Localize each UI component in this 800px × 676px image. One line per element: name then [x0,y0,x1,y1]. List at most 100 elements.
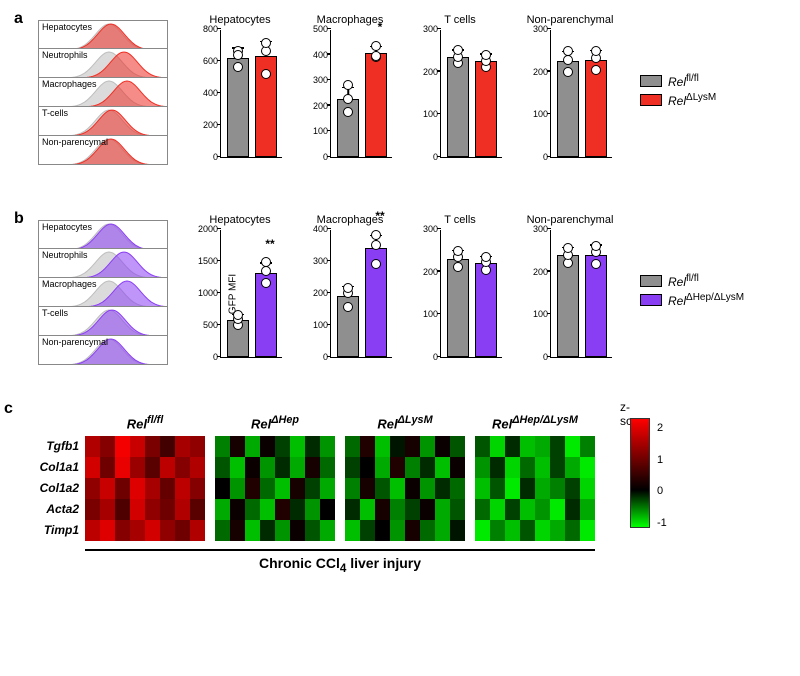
heatmap-cell [580,457,595,478]
gene-label: Tgfb1 [24,436,79,457]
legend-label: RelΔLysM [668,92,716,108]
histogram-cell: Neutrophils [38,49,168,78]
legend-label: RelΔHep/ΔLysM [668,292,744,308]
heatmap-cell [160,436,175,457]
data-point [371,230,381,240]
histogram-cell: Neutrophils [38,249,168,278]
data-point [343,94,353,104]
heatmap-cell [230,457,245,478]
heatmap-cell [245,436,260,457]
heatmap-cell [130,499,145,520]
histogram-label: Macrophages [42,79,97,89]
plot-area: 0100200300400** [330,230,392,358]
plot-area: 0100200300 [440,30,502,158]
heatmap-cell [405,478,420,499]
heatmap-cell [290,520,305,541]
legend-swatch [640,275,662,287]
data-point [233,310,243,320]
bar [227,58,249,157]
heatmap-cell [375,520,390,541]
heatmap-gene-labels: Tgfb1Col1a1Col1a2Acta2Timp1 [24,436,79,541]
zscore-tick: 0 [657,485,663,497]
heatmap-cell [565,478,580,499]
histogram-cell: T-cells [38,107,168,136]
heatmap-cell [320,436,335,457]
heatmap-cell [490,520,505,541]
heatmap-cell [85,478,100,499]
bar-chart: HepatocytesGFP MFI0500100015002000** [190,216,290,371]
heatmap-cell [565,457,580,478]
plot-area: GFP MFI0200400600800 [220,30,282,158]
barcharts-a: HepatocytesGFP MFI0200400600800Macrophag… [190,16,620,171]
heatmap-cell [175,478,190,499]
heatmap-cell [520,436,535,457]
data-point [563,67,573,77]
plot-area: 0100200300 [440,230,502,358]
heatmap-cell [390,499,405,520]
data-point [343,80,353,90]
heatmap-cell [190,436,205,457]
heatmap-cell [290,478,305,499]
heatmap-cell [375,436,390,457]
heatmap-cell [85,436,100,457]
heatmap-cell [260,457,275,478]
heatmap-cell [520,457,535,478]
histogram-label: Non-parencymal [42,137,108,147]
heatmap-block [475,436,595,541]
heatmap-cell [305,520,320,541]
histogram-label: Hepatocytes [42,22,92,32]
heatmap-cell [580,436,595,457]
heatmap-cell [245,478,260,499]
bar-chart: T cells0100200300 [410,216,510,371]
heatmap-cell [230,436,245,457]
heatmap-cell [215,457,230,478]
heatmap-cell [160,520,175,541]
heatmap-cell [535,436,550,457]
data-point [453,246,463,256]
heatmap-cell [375,478,390,499]
heatmap-cell [175,436,190,457]
heatmap-cell [190,520,205,541]
heatmap-cell [550,499,565,520]
heatmap-cell [100,457,115,478]
data-point [563,258,573,268]
heatmap-cell [345,520,360,541]
data-point [563,243,573,253]
heatmap-cell [275,478,290,499]
bar-chart: T cells0100200300 [410,16,510,171]
heatmap-cell [320,499,335,520]
heatmap-cell [490,436,505,457]
histogram-label: Non-parencymal [42,337,108,347]
data-point [563,55,573,65]
heatmap-cell [100,499,115,520]
legend-label: Relfl/fl [668,273,699,289]
histogram-cell: T-cells [38,307,168,336]
heatmap-cell [145,478,160,499]
panel-label-a: a [14,10,23,28]
heatmap-cell [420,499,435,520]
bar [447,57,469,157]
legend-a: Relfl/fl RelΔLysM [640,70,716,111]
histogram-cell: Macrophages [38,278,168,307]
heatmap-cell [550,478,565,499]
heatmap-cell [260,436,275,457]
plot-area: GFP MFI0500100015002000** [220,230,282,358]
zscore-tick: 1 [657,454,663,466]
heatmap-cell [420,478,435,499]
heatmap-cell [175,520,190,541]
heatmap-cell [275,436,290,457]
histogram-cell: Non-parencymal [38,336,168,365]
data-point [261,257,271,267]
heatmap-cell [275,520,290,541]
heatmap-cell [405,436,420,457]
heatmap-cell [450,436,465,457]
heatmap-cell [435,520,450,541]
heatmap-cell [390,520,405,541]
heatmap-cell [245,457,260,478]
heatmap-cell [345,457,360,478]
heatmap-cell [275,499,290,520]
heatmap-cell [260,478,275,499]
bar-chart: Non-parenchymal0100200300 [520,16,620,171]
heatmap-cell [390,478,405,499]
heatmap-cell [215,436,230,457]
